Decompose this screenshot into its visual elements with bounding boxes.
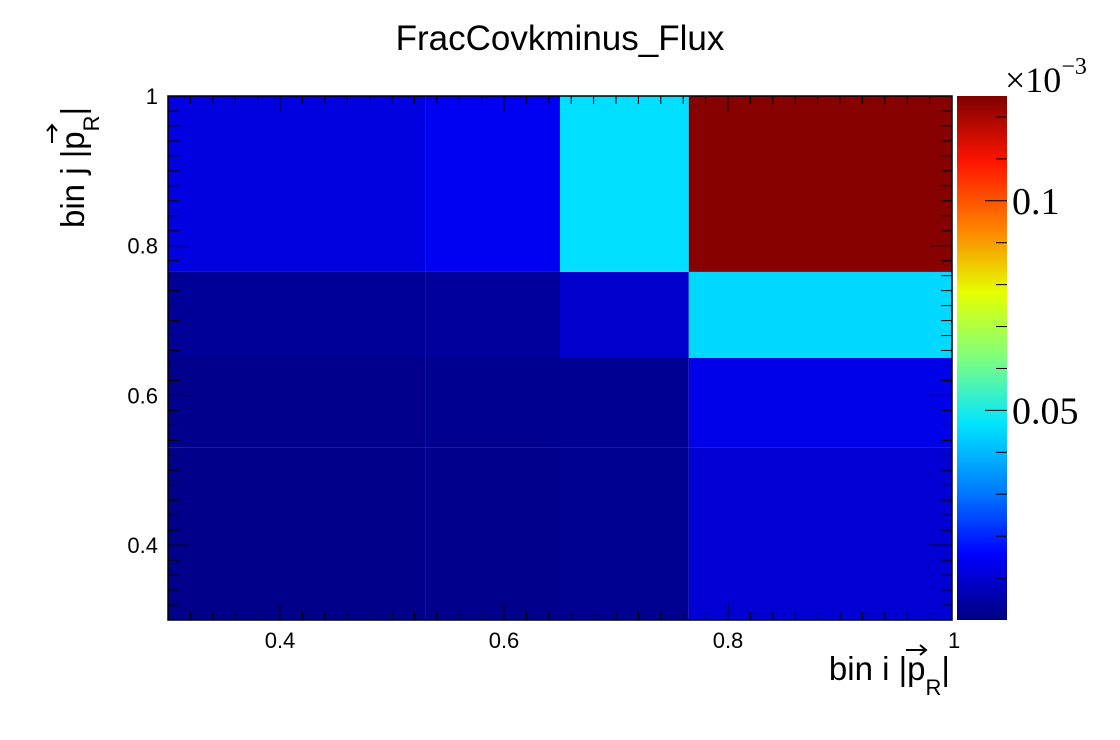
color-scale-multiplier-base: ×10 [1005,60,1061,100]
y-tick-label: 0.6 [127,383,158,408]
heatmap-cell [560,96,689,272]
plot-frame [167,95,953,621]
heatmap-cell [425,96,560,272]
heatmap-cell [168,447,426,620]
x-tick-label: 1 [948,628,960,653]
heatmap-cell [560,447,689,620]
chart-title: FracCovkminus_Flux [396,19,725,58]
heatmap-cell [425,447,560,620]
y-axis-label-arrow-icon [46,123,58,143]
y-tick-label: 0.4 [127,533,158,558]
y-tick-label: 1 [146,84,158,109]
x-axis-label-subscript: R [926,675,942,700]
svg-text:bin j |pR|: bin j |pR| [54,107,104,228]
x-tick-label: 0.8 [713,628,744,653]
heatmap-cell [688,271,952,358]
y-axis-label-vector: p [54,131,91,149]
x-axis-label-close: | [941,650,950,687]
color-scale-bar [957,96,1007,620]
x-axis-label-arrow-icon [906,644,928,656]
y-axis-label-close: | [54,107,91,116]
y-axis: 0.4 0.6 0.8 1 [127,84,952,621]
color-scale-multiplier: ×10−3 [1005,54,1087,100]
heatmap-cell [425,271,560,358]
x-axis: 0.4 0.6 0.8 1 [167,96,960,653]
heatmap-cell [560,358,689,448]
x-tick-label: 0.4 [265,628,296,653]
x-axis-label: bin i |pR| [829,644,950,700]
y-axis-label-text: bin j | [54,150,91,228]
heatmap-cell [688,358,952,448]
color-scale-tick-label: 0.05 [1012,390,1079,432]
heatmap-cell [688,96,952,272]
color-scale-axis: 0.05 0.1 [985,116,1079,579]
heatmap-cell [560,271,689,358]
heatmap-cells [168,96,952,620]
x-tick-label: 0.6 [489,628,520,653]
color-scale-multiplier-exponent: −3 [1061,54,1087,80]
y-axis-label: bin j |pR| [46,107,104,228]
heatmap-cell [168,96,426,272]
y-tick-label: 0.8 [127,234,158,259]
color-scale-tick-label: 0.1 [1012,181,1060,223]
heatmap-cell [168,271,426,358]
y-axis-label-subscript: R [79,115,104,131]
heatmap-cell [688,447,952,620]
x-axis-label-vector: p [907,650,925,687]
x-axis-label-text: bin i | [829,650,907,687]
heatmap-cell [425,358,560,448]
heatmap-cell [168,358,426,448]
svg-text:bin i |pR|: bin i |pR| [829,650,950,700]
